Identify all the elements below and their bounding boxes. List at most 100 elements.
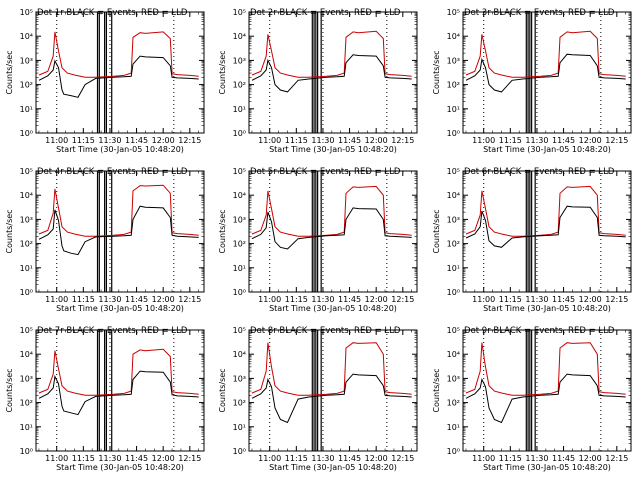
x-tick-label: 12:00 [365,454,388,463]
x-axis-label: Start Time (30-Jan-05 10:48:20) [483,463,611,472]
y-axis-label: Counts/sec [5,368,14,412]
chart-panel-2: Det 2r BLACK = Events, RED = LLD 10⁰ 10¹ 10… [218,8,418,154]
y-tick-label: 10⁵ [233,326,246,335]
y-tick-label: 10⁰ [233,447,246,456]
y-tick-label: 10² [233,81,246,90]
y-tick-label: 10⁴ [447,350,460,359]
y-tick-label: 10⁴ [20,350,33,359]
x-tick-label: 11:45 [552,295,575,304]
plot-frame [35,170,205,293]
y-tick-label: 10⁰ [20,129,33,138]
x-tick-label: 11:15 [72,454,95,463]
x-tick-label: 11:30 [525,295,548,304]
y-tick-label: 10¹ [233,264,246,273]
x-tick-label: 11:15 [72,136,95,145]
x-tick-label: 11:15 [72,295,95,304]
x-axis-label: Start Time (30-Jan-05 10:48:20) [269,304,397,313]
y-tick-label: 10⁰ [20,288,33,297]
y-tick-label: 10⁰ [233,288,246,297]
y-tick-label: 10² [20,81,33,90]
lld-series-line [38,348,199,396]
y-tick-label: 10¹ [233,105,246,114]
x-axis-label: Start Time (30-Jan-05 10:48:20) [56,145,184,154]
chart-title: Det 5r BLACK = Events, RED = LLD [250,167,401,177]
y-tick-label: 10⁰ [447,447,460,456]
y-tick-label: 10⁴ [447,191,460,200]
chart-panel-7: Det 7r BLACK = Events, RED = LLD 10⁰ 10¹ 10… [5,326,205,472]
x-tick-label: 12:15 [178,136,201,145]
x-tick-label: 11:00 [258,454,281,463]
chart-title: Det 7r BLACK = Events, RED = LLD [37,326,188,336]
x-tick-label: 12:15 [391,295,414,304]
y-tick-label: 10³ [447,56,460,65]
x-tick-label: 11:45 [125,295,148,304]
x-tick-label: 11:45 [338,295,361,304]
chart-title: Det 2r BLACK = Events, RED = LLD [250,8,401,18]
y-tick-label: 10⁴ [233,350,246,359]
x-tick-label: 12:15 [605,295,628,304]
chart-title: Det 6r BLACK = Events, RED = LLD [464,167,615,177]
plot-frame [35,11,205,134]
y-tick-label: 10² [233,240,246,249]
x-tick-label: 11:00 [45,136,68,145]
plot-frame [248,170,418,293]
y-axis-label: Counts/sec [218,50,227,94]
x-tick-label: 11:00 [258,136,281,145]
plot-frame [248,329,418,452]
x-tick-label: 12:15 [605,136,628,145]
chart-title: Det 1r BLACK = Events, RED = LLD [37,8,188,18]
x-tick-label: 11:00 [472,454,495,463]
lld-series-line [38,184,199,237]
lld-series-line [251,30,412,78]
y-axis-label: Counts/sec [432,209,441,253]
chart-panel-5: Det 5r BLACK = Events, RED = LLD 10⁰ 10¹ 10… [218,167,418,313]
y-tick-label: 10³ [20,56,33,65]
x-tick-label: 11:15 [285,136,308,145]
y-tick-label: 10⁰ [447,129,460,138]
y-tick-label: 10⁴ [447,32,460,41]
chart-panel-8: Det 8r BLACK = Events, RED = LLD 10⁰ 10¹ 10… [218,326,418,472]
x-tick-label: 11:30 [311,295,334,304]
events-series-line [38,370,199,416]
x-tick-label: 11:45 [125,454,148,463]
chart-title: Det 8r BLACK = Events, RED = LLD [250,326,401,336]
events-series-line [465,205,626,248]
x-tick-label: 12:15 [178,295,201,304]
chart-title: Det 3r BLACK = Events, RED = LLD [464,8,615,18]
y-tick-label: 10⁵ [447,326,460,335]
x-tick-label: 12:00 [152,136,175,145]
events-series-line [465,53,626,93]
x-axis-label: Start Time (30-Jan-05 10:48:20) [56,304,184,313]
x-tick-label: 12:00 [152,295,175,304]
y-tick-label: 10² [233,399,246,408]
x-axis-label: Start Time (30-Jan-05 10:48:20) [483,304,611,313]
y-axis-label: Counts/sec [218,209,227,253]
x-tick-label: 11:00 [472,295,495,304]
y-tick-label: 10³ [447,215,460,224]
x-tick-label: 11:15 [499,454,522,463]
x-tick-label: 11:30 [525,136,548,145]
y-tick-label: 10⁰ [20,447,33,456]
y-tick-label: 10² [447,240,460,249]
x-tick-label: 12:15 [605,454,628,463]
x-tick-label: 12:15 [391,136,414,145]
events-series-line [251,54,412,93]
y-tick-label: 10⁵ [233,167,246,176]
x-tick-label: 12:15 [391,454,414,463]
y-tick-label: 10² [20,240,33,249]
lld-series-line [465,30,626,78]
lld-series-line [465,185,626,237]
y-tick-label: 10⁴ [233,32,246,41]
y-tick-label: 10² [20,399,33,408]
y-tick-label: 10⁵ [20,326,33,335]
x-tick-label: 11:00 [258,295,281,304]
y-axis-label: Counts/sec [5,209,14,253]
x-tick-label: 11:30 [98,454,121,463]
x-tick-label: 11:15 [499,295,522,304]
x-tick-label: 11:30 [525,454,548,463]
y-tick-label: 10¹ [20,105,33,114]
lld-series-line [251,342,412,396]
x-tick-label: 11:45 [552,454,575,463]
x-tick-label: 11:15 [285,454,308,463]
